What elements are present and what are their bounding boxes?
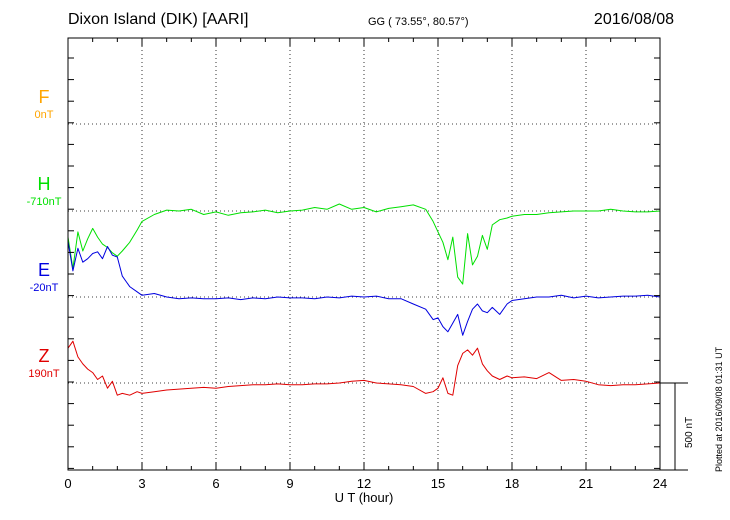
scale-bar-label: 500 nT bbox=[684, 417, 695, 448]
component-name-e: E bbox=[37, 260, 50, 280]
x-tick-labels: 0 3 6 9 12 15 18 21 24 bbox=[64, 476, 667, 491]
series-lines bbox=[67, 203, 661, 396]
x-tick-label: 6 bbox=[212, 476, 219, 491]
series-line-e bbox=[67, 241, 661, 336]
x-tick-label: 3 bbox=[138, 476, 145, 491]
geographic-coordinates: GG ( 73.55°, 80.57°) bbox=[368, 16, 469, 28]
station-title: Dixon Island (DIK) [AARI] bbox=[68, 11, 249, 28]
component-name-h: H bbox=[37, 174, 51, 194]
x-tick-label: 0 bbox=[64, 476, 71, 491]
component-baseline-e: -20nT bbox=[29, 282, 59, 294]
chart-date: 2016/08/08 bbox=[593, 11, 674, 28]
x-axis-label: U T (hour) bbox=[335, 490, 394, 505]
x-tick-label: 18 bbox=[505, 476, 519, 491]
x-tick-label: 12 bbox=[357, 476, 371, 491]
x-tick-label: 9 bbox=[286, 476, 293, 491]
grid-lines bbox=[68, 38, 660, 470]
x-tick-label: 15 bbox=[431, 476, 445, 491]
x-tick-label: 21 bbox=[579, 476, 593, 491]
component-baseline-f: 0nT bbox=[34, 109, 54, 121]
axis-ticks bbox=[67, 38, 661, 470]
scale-bar: 500 nT bbox=[660, 382, 695, 471]
component-baseline-z: 190nT bbox=[28, 368, 60, 380]
plotted-timestamp: Plotted at 2016/09/08 01:31 UT bbox=[714, 346, 724, 472]
x-tick-label: 24 bbox=[653, 476, 667, 491]
series-line-h bbox=[67, 203, 661, 285]
component-baseline-h: -710nT bbox=[26, 196, 62, 208]
component-name-f: F bbox=[38, 87, 50, 107]
series-line-z bbox=[67, 340, 661, 396]
component-name-z: Z bbox=[38, 346, 50, 366]
